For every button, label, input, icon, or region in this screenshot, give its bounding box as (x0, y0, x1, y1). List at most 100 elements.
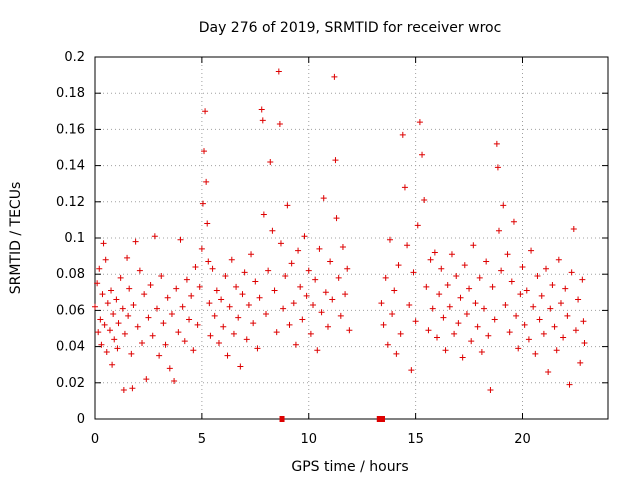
data-point (419, 151, 426, 158)
data-point (318, 309, 325, 316)
data-point (506, 329, 513, 336)
data-point (106, 327, 113, 334)
data-point (263, 311, 269, 318)
data-point (97, 316, 104, 323)
data-point (575, 296, 582, 303)
data-point (391, 287, 398, 294)
data-point (239, 291, 246, 298)
data-point (566, 381, 573, 388)
data-point (333, 215, 340, 222)
data-point (139, 339, 146, 346)
data-point (498, 267, 505, 274)
data-point (540, 330, 547, 337)
data-point (337, 312, 344, 319)
data-point (265, 267, 272, 274)
data-point (504, 251, 511, 258)
data-point (206, 300, 213, 307)
data-point (491, 316, 498, 323)
data-point (451, 330, 458, 337)
data-point (280, 305, 287, 312)
y-tick-label: 0 (77, 412, 85, 427)
data-point (101, 321, 108, 328)
gap-marker (376, 416, 382, 422)
data-point (414, 222, 421, 229)
data-point (204, 220, 211, 227)
data-point (515, 345, 522, 352)
data-point (562, 285, 569, 292)
data-points (92, 68, 588, 394)
data-point (121, 330, 128, 337)
data-point (158, 273, 165, 280)
data-point (130, 301, 137, 308)
data-point (459, 354, 466, 361)
y-tick-label: 0.06 (56, 303, 85, 318)
data-point (114, 345, 121, 352)
data-point (320, 195, 327, 202)
data-point (147, 282, 154, 289)
data-point (401, 184, 408, 191)
data-point (332, 157, 339, 164)
data-point (162, 341, 169, 348)
data-point (314, 347, 321, 354)
data-gap-markers (279, 416, 385, 422)
data-point (259, 117, 266, 124)
data-point (211, 312, 218, 319)
data-point (117, 274, 124, 281)
chart-title: Day 276 of 2019, SRMTID for receiver wro… (199, 20, 502, 36)
data-point (102, 256, 109, 263)
data-point (312, 276, 319, 283)
data-point (258, 106, 265, 113)
data-point (156, 352, 163, 359)
data-point (164, 294, 171, 301)
data-point (444, 282, 451, 289)
gap-marker (279, 416, 285, 422)
data-point (288, 260, 295, 267)
data-point (175, 329, 182, 336)
data-point (525, 336, 532, 343)
data-point (186, 316, 193, 323)
data-point (485, 332, 492, 339)
data-point (513, 312, 520, 319)
data-point (386, 236, 393, 243)
data-point (329, 296, 336, 303)
data-point (177, 236, 184, 243)
data-point (179, 303, 186, 310)
data-point (103, 349, 110, 356)
data-point (228, 256, 235, 263)
data-point (124, 254, 131, 261)
data-point (243, 336, 250, 343)
data-point (577, 359, 584, 366)
data-point (256, 294, 263, 301)
data-point (224, 352, 231, 359)
data-point (129, 385, 136, 392)
data-point (205, 258, 212, 265)
data-point (171, 377, 178, 384)
data-point (536, 316, 543, 323)
data-point (483, 258, 490, 265)
data-point (384, 341, 391, 348)
data-point (380, 321, 387, 328)
data-point (560, 334, 567, 341)
data-point (145, 314, 152, 321)
data-point (440, 314, 447, 321)
data-point (474, 323, 481, 330)
data-point (181, 338, 188, 345)
data-point (226, 303, 233, 310)
data-point (327, 258, 334, 265)
data-point (173, 285, 180, 292)
data-point (99, 291, 106, 298)
data-point (553, 347, 560, 354)
data-point (166, 365, 173, 372)
data-point (455, 320, 462, 327)
data-point (468, 338, 475, 345)
data-point (108, 287, 115, 294)
data-point (500, 202, 507, 209)
data-point (493, 140, 500, 147)
x-tick-label: 15 (407, 432, 424, 447)
data-point (519, 263, 526, 270)
y-axis-label: SRMTID / TECUs (8, 182, 24, 295)
data-point (237, 363, 244, 370)
data-point (192, 263, 199, 270)
y-tick-label: 0.16 (56, 122, 85, 137)
